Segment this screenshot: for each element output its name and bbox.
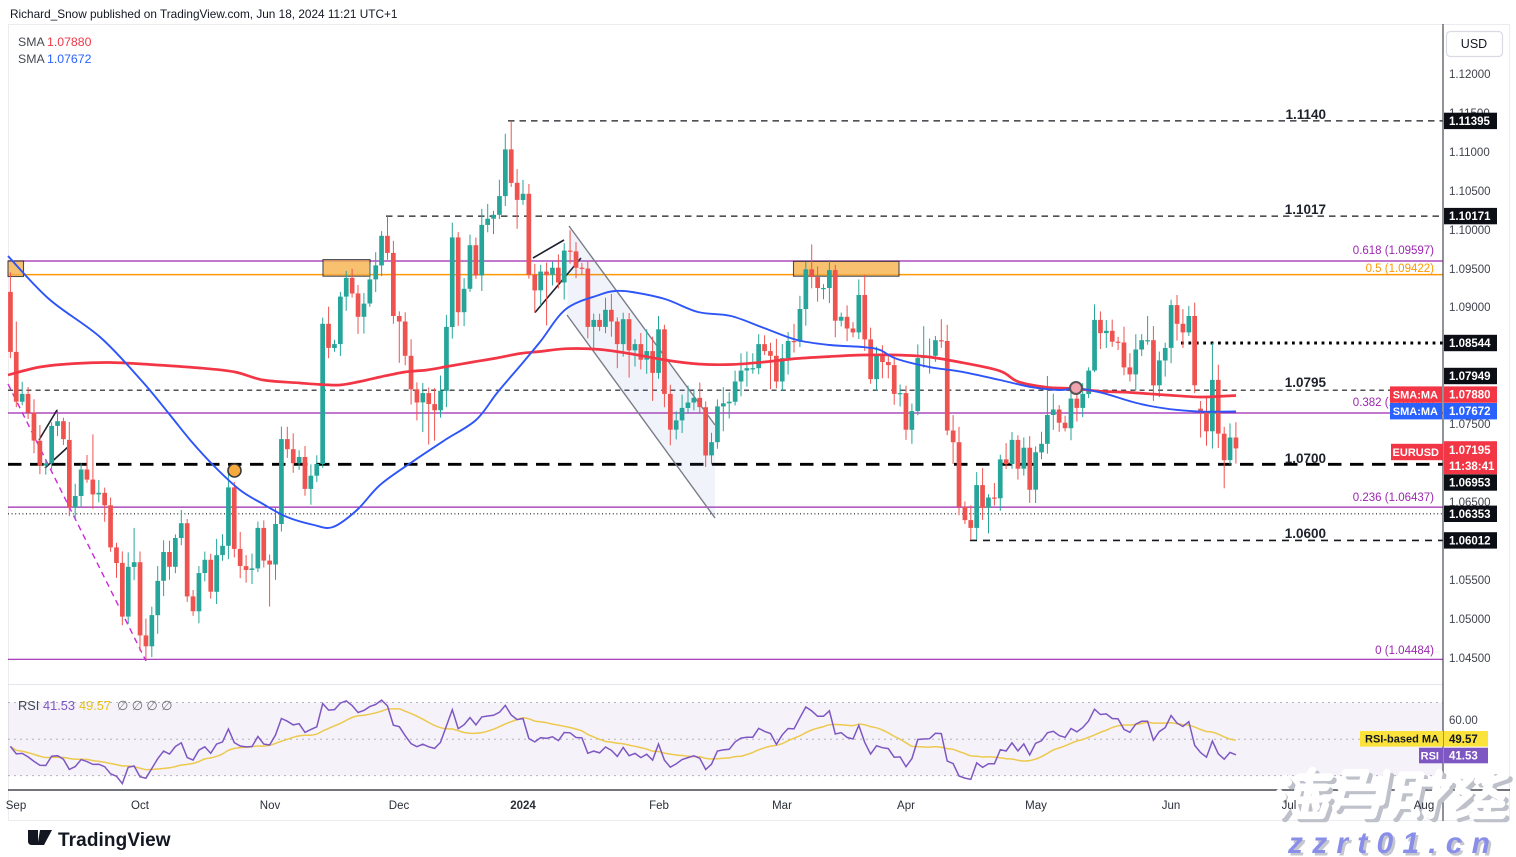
svg-text:1.07500: 1.07500 <box>1449 419 1491 431</box>
svg-text:1.07672: 1.07672 <box>1449 406 1491 418</box>
svg-text:1.07672: 1.07672 <box>47 52 92 66</box>
svg-text:Jul: Jul <box>1282 800 1297 812</box>
svg-text:1.12000: 1.12000 <box>1449 69 1491 81</box>
svg-text:Mar: Mar <box>772 800 792 812</box>
svg-text:Apr: Apr <box>897 800 915 812</box>
svg-text:SMA: SMA <box>18 35 45 49</box>
svg-text:EURUSD: EURUSD <box>1393 447 1440 459</box>
svg-text:Feb: Feb <box>649 800 669 812</box>
svg-text:1.07195: 1.07195 <box>1449 445 1491 457</box>
svg-text:2024: 2024 <box>510 800 536 812</box>
svg-text:1.06012: 1.06012 <box>1449 535 1491 547</box>
svg-text:1.06353: 1.06353 <box>1449 509 1491 521</box>
svg-text:SMA:MA: SMA:MA <box>1393 406 1438 418</box>
svg-text:Richard_Snow published on Trad: Richard_Snow published on TradingView.co… <box>10 7 397 21</box>
svg-text:TradingView: TradingView <box>58 830 171 851</box>
svg-text:1.05000: 1.05000 <box>1449 614 1491 626</box>
svg-text:Dec: Dec <box>389 800 410 812</box>
svg-text:1.1140: 1.1140 <box>1285 107 1326 122</box>
svg-text:11:38:41: 11:38:41 <box>1449 461 1495 473</box>
svg-text:1.11000: 1.11000 <box>1449 147 1490 159</box>
svg-text:0.236 (1.06437): 0.236 (1.06437) <box>1353 492 1434 504</box>
svg-text:1.10000: 1.10000 <box>1449 225 1491 237</box>
svg-text:Aug: Aug <box>1414 800 1434 812</box>
svg-text:1.05500: 1.05500 <box>1449 575 1491 587</box>
svg-text:1.04500: 1.04500 <box>1449 653 1491 665</box>
svg-text:41.53: 41.53 <box>1449 751 1478 763</box>
svg-text:41.53: 41.53 <box>43 698 75 713</box>
svg-text:1.10171: 1.10171 <box>1449 211 1491 223</box>
svg-text:Nov: Nov <box>260 800 281 812</box>
svg-text:Sep: Sep <box>6 800 26 812</box>
svg-text:0.618 (1.09597): 0.618 (1.09597) <box>1353 245 1434 257</box>
svg-text:0 (1.04484): 0 (1.04484) <box>1375 645 1434 657</box>
svg-text:1.07880: 1.07880 <box>1449 390 1491 402</box>
svg-text:1.09500: 1.09500 <box>1449 264 1491 276</box>
svg-text:0.5 (1.09422): 0.5 (1.09422) <box>1366 263 1435 275</box>
svg-text:Jun: Jun <box>1162 800 1181 812</box>
svg-text:49.57: 49.57 <box>1449 734 1478 746</box>
svg-text:May: May <box>1025 800 1047 812</box>
svg-text:RSI-based MA: RSI-based MA <box>1365 734 1439 746</box>
svg-text:SMA: SMA <box>18 52 45 66</box>
svg-text:RSI: RSI <box>18 698 39 713</box>
svg-text:60.00: 60.00 <box>1449 715 1478 727</box>
svg-text:1.11395: 1.11395 <box>1449 116 1491 128</box>
svg-text:1.1017: 1.1017 <box>1285 202 1326 217</box>
svg-text:1.0600: 1.0600 <box>1285 526 1326 541</box>
svg-text:USD: USD <box>1461 37 1487 51</box>
svg-text:1.10500: 1.10500 <box>1449 186 1491 198</box>
svg-text:1.07880: 1.07880 <box>47 35 92 49</box>
svg-text:∅ ∅ ∅ ∅: ∅ ∅ ∅ ∅ <box>117 698 172 713</box>
svg-text:SMA:MA: SMA:MA <box>1393 389 1438 401</box>
svg-text:1.08544: 1.08544 <box>1449 338 1491 350</box>
svg-text:1.07949: 1.07949 <box>1449 371 1491 383</box>
svg-text:1.0700: 1.0700 <box>1285 451 1326 466</box>
svg-text:zzrt01.cn: zzrt01.cn <box>1290 830 1502 857</box>
svg-text:RSI: RSI <box>1421 750 1439 762</box>
svg-text:zzrt01.cn: zzrt01.cn <box>1287 827 1499 857</box>
svg-text:Oct: Oct <box>131 800 150 812</box>
svg-text:1.06953: 1.06953 <box>1449 478 1491 490</box>
svg-text:1.09000: 1.09000 <box>1449 302 1491 314</box>
svg-text:49.57: 49.57 <box>79 698 111 713</box>
svg-text:1.0795: 1.0795 <box>1285 375 1327 390</box>
